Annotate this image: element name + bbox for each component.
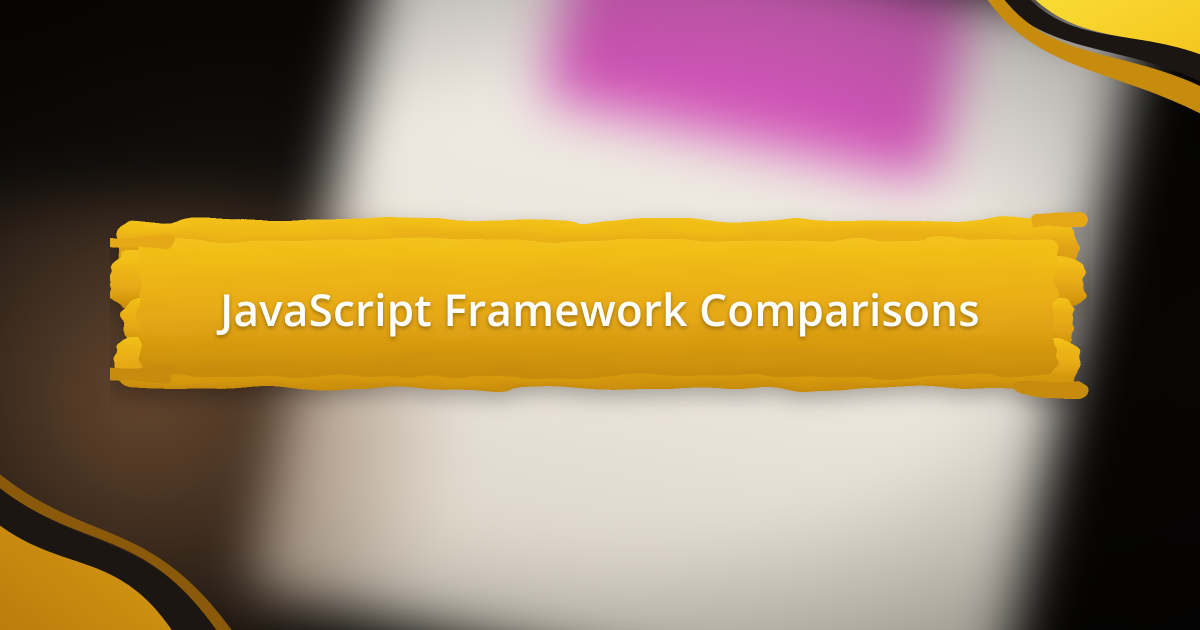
social-card-canvas: JavaScript Framework Comparisons <box>0 0 1200 630</box>
title-container: JavaScript Framework Comparisons <box>0 0 1200 630</box>
card-title: JavaScript Framework Comparisons <box>220 279 980 339</box>
